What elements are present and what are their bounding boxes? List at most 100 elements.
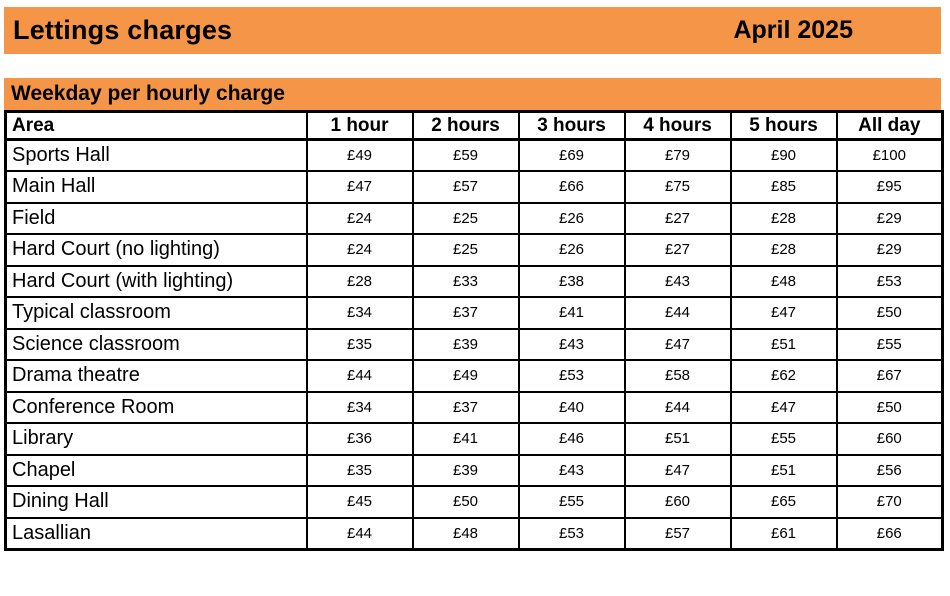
area-cell: Science classroom	[4, 327, 308, 361]
price-cell: £50	[411, 485, 520, 519]
price-cell: £95	[835, 170, 944, 204]
price-cell: £39	[411, 327, 520, 361]
table-row: Field £24 £25 £26 £27 £28 £29	[4, 201, 944, 235]
price-cell: £60	[835, 422, 944, 456]
price-cell: £65	[729, 485, 838, 519]
price-cell: £53	[517, 359, 626, 393]
charges-table-body: Sports Hall £49 £59 £69 £79 £90 £100 Main Hall £…	[4, 138, 944, 550]
price-cell: £25	[411, 233, 520, 267]
price-cell: £35	[305, 453, 414, 487]
price-cell: £46	[517, 422, 626, 456]
price-cell: £38	[517, 264, 626, 298]
price-cell: £41	[411, 422, 520, 456]
section-banner: Weekday per hourly charge	[4, 78, 941, 110]
price-cell: £100	[835, 138, 944, 172]
price-cell: £47	[305, 170, 414, 204]
price-cell: £55	[835, 327, 944, 361]
price-cell: £41	[517, 296, 626, 330]
table-row: Conference Room £34 £37 £40 £44 £47 £50	[4, 390, 944, 424]
column-header: 1 hour	[305, 110, 414, 141]
area-cell: Typical classroom	[4, 296, 308, 330]
area-cell: Main Hall	[4, 170, 308, 204]
price-cell: £25	[411, 201, 520, 235]
column-header-area: Area	[4, 110, 308, 141]
price-cell: £29	[835, 233, 944, 267]
area-cell: Field	[4, 201, 308, 235]
price-cell: £66	[835, 516, 944, 550]
price-cell: £26	[517, 233, 626, 267]
price-cell: £50	[835, 390, 944, 424]
price-cell: £49	[305, 138, 414, 172]
table-row: Hard Court (no lighting) £24 £25 £26 £27 £28 £…	[4, 233, 944, 267]
price-cell: £53	[835, 264, 944, 298]
table-row: Chapel £35 £39 £43 £47 £51 £56	[4, 453, 944, 487]
table-row: Dining Hall £45 £50 £55 £60 £65 £70	[4, 485, 944, 519]
price-cell: £43	[623, 264, 732, 298]
price-cell: £62	[729, 359, 838, 393]
price-cell: £43	[517, 453, 626, 487]
price-cell: £37	[411, 296, 520, 330]
area-cell: Lasallian	[4, 516, 308, 550]
price-cell: £47	[623, 453, 732, 487]
price-cell: £50	[835, 296, 944, 330]
price-cell: £29	[835, 201, 944, 235]
price-cell: £44	[623, 296, 732, 330]
price-cell: £49	[411, 359, 520, 393]
price-cell: £53	[517, 516, 626, 550]
price-cell: £51	[729, 327, 838, 361]
price-cell: £66	[517, 170, 626, 204]
price-cell: £44	[305, 516, 414, 550]
title-banner: Lettings charges April 2025	[4, 7, 941, 54]
price-cell: £47	[729, 296, 838, 330]
area-cell: Dining Hall	[4, 485, 308, 519]
area-cell: Conference Room	[4, 390, 308, 424]
price-cell: £75	[623, 170, 732, 204]
price-cell: £34	[305, 390, 414, 424]
price-cell: £67	[835, 359, 944, 393]
page-title: Lettings charges	[13, 15, 233, 45]
price-cell: £39	[411, 453, 520, 487]
table-row: Science classroom £35 £39 £43 £47 £51 £55	[4, 327, 944, 361]
price-cell: £44	[623, 390, 732, 424]
area-cell: Chapel	[4, 453, 308, 487]
price-cell: £70	[835, 485, 944, 519]
price-cell: £55	[729, 422, 838, 456]
column-header: 3 hours	[517, 110, 626, 141]
table-row: Typical classroom £34 £37 £41 £44 £47 £50	[4, 296, 944, 330]
area-cell: Hard Court (no lighting)	[4, 233, 308, 267]
area-cell: Hard Court (with lighting)	[4, 264, 308, 298]
price-cell: £36	[305, 422, 414, 456]
price-cell: £45	[305, 485, 414, 519]
table-row: Main Hall £47 £57 £66 £75 £85 £95	[4, 170, 944, 204]
price-cell: £48	[729, 264, 838, 298]
price-cell: £28	[729, 233, 838, 267]
column-header: 4 hours	[623, 110, 732, 141]
price-cell: £35	[305, 327, 414, 361]
price-cell: £85	[729, 170, 838, 204]
price-cell: £48	[411, 516, 520, 550]
price-cell: £55	[517, 485, 626, 519]
area-cell: Library	[4, 422, 308, 456]
price-cell: £56	[835, 453, 944, 487]
price-cell: £47	[623, 327, 732, 361]
column-header: All day	[835, 110, 944, 141]
price-cell: £24	[305, 233, 414, 267]
table-row: Hard Court (with lighting) £28 £33 £38 £43 £4…	[4, 264, 944, 298]
price-cell: £69	[517, 138, 626, 172]
price-cell: £44	[305, 359, 414, 393]
price-cell: £24	[305, 201, 414, 235]
price-cell: £43	[517, 327, 626, 361]
price-cell: £27	[623, 201, 732, 235]
column-header: 2 hours	[411, 110, 520, 141]
area-cell: Drama theatre	[4, 359, 308, 393]
price-cell: £59	[411, 138, 520, 172]
section-title: Weekday per hourly charge	[11, 82, 285, 105]
price-cell: £28	[729, 201, 838, 235]
price-cell: £28	[305, 264, 414, 298]
charges-table: Area 1 hour 2 hours 3 hours 4 hours 5 hours Al…	[4, 110, 944, 551]
price-cell: £27	[623, 233, 732, 267]
price-cell: £26	[517, 201, 626, 235]
price-cell: £47	[729, 390, 838, 424]
page-date: April 2025	[733, 16, 853, 44]
